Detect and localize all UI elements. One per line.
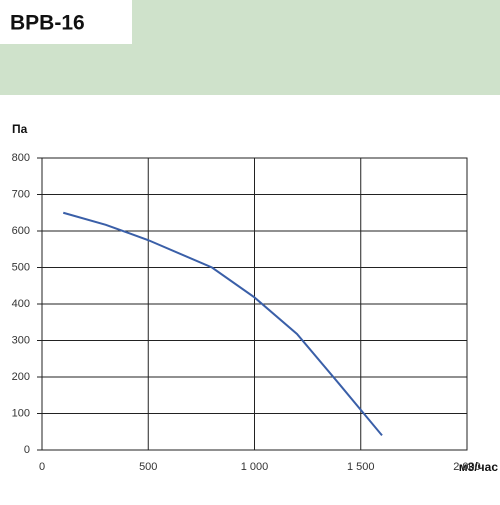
- line-series: [62, 211, 383, 437]
- chart-title: BPB-16: [10, 12, 85, 35]
- y-axis-label: Па: [12, 122, 28, 136]
- y-tick-label: 300: [12, 334, 30, 346]
- x-tick-label: 500: [139, 461, 157, 473]
- y-tick-label: 800: [12, 152, 30, 164]
- y-tick-label: 100: [12, 407, 30, 419]
- x-tick-label: 1 000: [241, 461, 269, 473]
- x-tick-label: 2 000: [453, 461, 481, 473]
- y-tick-label: 200: [12, 371, 30, 383]
- title-box: [0, 0, 132, 44]
- x-tick-label: 0: [39, 461, 45, 473]
- x-tick-label: 1 500: [347, 461, 375, 473]
- y-tick-label: 400: [12, 298, 30, 310]
- x-axis-label: м3/час: [459, 460, 499, 474]
- y-tick-label: 700: [12, 188, 30, 200]
- y-tick-label: 500: [12, 261, 30, 273]
- y-tick-label: 600: [12, 225, 30, 237]
- y-tick-label: 0: [24, 444, 30, 456]
